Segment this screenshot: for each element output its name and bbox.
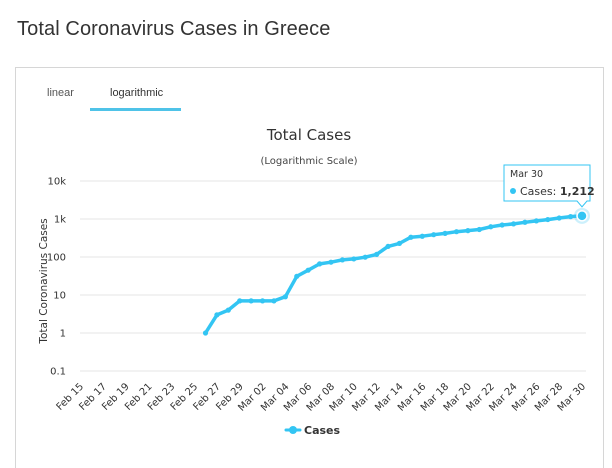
series-line-cases (203, 214, 584, 335)
data-point[interactable] (442, 230, 448, 236)
scale-tabs: linear logarithmic (16, 68, 603, 111)
data-point[interactable] (328, 259, 334, 265)
data-point[interactable] (374, 251, 380, 258)
page-title: Total Coronavirus Cases in Greece (17, 18, 331, 40)
data-point[interactable] (476, 226, 482, 233)
data-point[interactable] (419, 233, 425, 239)
y-tick-label: 1 (60, 329, 66, 340)
legend-label: Cases (304, 424, 341, 437)
data-point[interactable] (431, 232, 437, 238)
data-point[interactable] (316, 261, 323, 267)
data-point[interactable] (510, 221, 517, 227)
data-point[interactable] (408, 234, 414, 240)
data-point[interactable] (225, 307, 231, 313)
data-point[interactable] (237, 298, 243, 304)
data-point[interactable] (522, 219, 528, 225)
data-point[interactable] (351, 256, 357, 262)
y-axis-label: Total Coronavirus Cases (38, 218, 50, 344)
y-tick-labels: 10k 1k 100 10 1 0.1 (47, 177, 66, 378)
data-point[interactable] (465, 228, 471, 234)
data-point[interactable] (282, 294, 288, 300)
data-point[interactable] (248, 298, 254, 304)
y-tick-label: 100 (47, 253, 66, 264)
data-point[interactable] (396, 240, 403, 246)
y-tick-label: 10k (47, 177, 66, 188)
data-point[interactable] (294, 273, 300, 279)
data-point[interactable] (488, 224, 494, 230)
tooltip-value: Cases: 1,212 (520, 185, 595, 198)
tooltip-date: Mar 30 (510, 169, 543, 180)
chart-subtitle: (Logarithmic Scale) (260, 156, 357, 167)
data-point[interactable] (385, 243, 391, 250)
tooltip-colon: : (553, 185, 560, 198)
hover-point[interactable] (576, 210, 588, 222)
y-tick-label: 10 (53, 291, 66, 302)
chart-card: linear logarithmic Total Cases (Logarith… (15, 67, 604, 468)
tooltip-value-number: 1,212 (560, 185, 595, 198)
tooltip-series-name: Cases (520, 185, 553, 198)
data-point[interactable] (202, 330, 209, 336)
data-point[interactable] (362, 254, 368, 260)
data-point[interactable] (567, 214, 574, 220)
data-point[interactable] (545, 216, 551, 223)
tooltip: Mar 30 Cases: 1,212 (503, 164, 595, 208)
cases-chart: Total Cases (Logarithmic Scale) Total Co… (38, 126, 595, 437)
data-point[interactable] (339, 257, 346, 263)
data-point[interactable] (271, 298, 277, 304)
chart-title: Total Cases (266, 126, 352, 144)
data-point[interactable] (453, 229, 460, 235)
series-cases (202, 207, 590, 336)
data-point[interactable] (556, 215, 562, 221)
tooltip-series-marker (510, 188, 516, 194)
data-point[interactable] (259, 298, 266, 304)
tab-linear[interactable]: linear (47, 87, 74, 99)
legend-marker (289, 426, 297, 434)
data-point[interactable] (214, 312, 220, 318)
active-tab-indicator (90, 108, 181, 111)
legend[interactable]: Cases (284, 424, 341, 437)
y-tick-label: 0.1 (50, 367, 66, 378)
y-tick-label: 1k (54, 215, 66, 226)
data-point[interactable] (499, 222, 505, 228)
gridlines (80, 180, 586, 372)
data-point[interactable] (533, 218, 539, 224)
data-point[interactable] (305, 267, 311, 273)
tooltip-box (503, 164, 591, 208)
tab-logarithmic[interactable]: logarithmic (110, 87, 164, 99)
